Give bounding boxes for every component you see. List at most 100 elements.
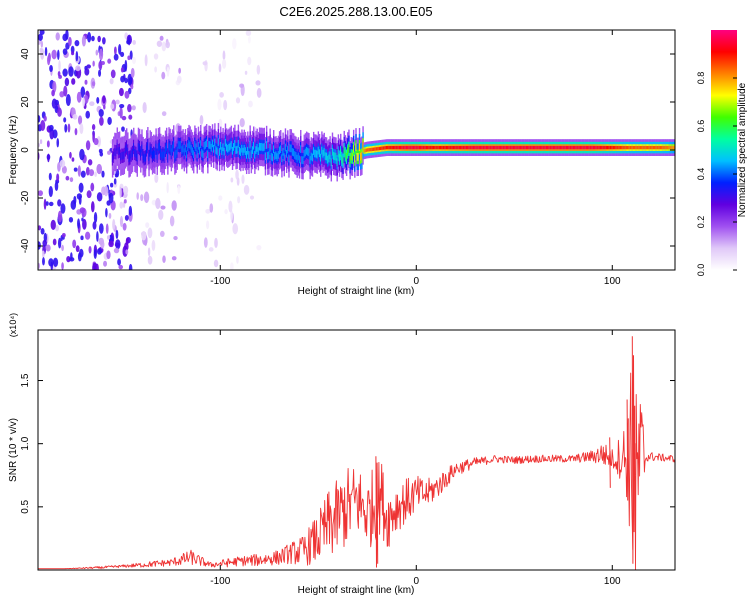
spectrogram-ridge-cell [574, 145, 576, 150]
spectrogram-ridge-cell [241, 144, 243, 153]
spectrogram-ridge-cell [629, 145, 631, 150]
spectrogram-ridge-cell [398, 145, 401, 150]
spectrogram-ridge-cell [336, 158, 338, 167]
spectrogram-noise-cell [51, 98, 58, 109]
spectrogram-ridge-cell [261, 142, 263, 151]
spectrogram-noise-cell [131, 105, 136, 111]
spectrogram-ridge-cell [165, 143, 168, 151]
spectrogram-ridge-cell [575, 145, 577, 150]
spectrogram-ridge-cell [488, 145, 490, 150]
spectrogram-noise-cell [100, 240, 105, 249]
colorbar-bar [711, 30, 737, 270]
colorbar-label: Normalized spectral amplitude [737, 82, 748, 217]
spectrogram-noise-cell [119, 106, 123, 119]
spectrogram-noise-cell [114, 173, 118, 178]
spectrogram-ridge-cell [129, 153, 131, 162]
spectrogram-ridge-cell [657, 145, 659, 150]
spectrogram-ridge-cell [459, 145, 462, 150]
snr-y-tick-label: 1.0 [20, 436, 31, 450]
spectrogram-ridge-cell [114, 148, 116, 156]
spectrogram-noise-cell [92, 60, 95, 67]
spectrogram-ridge-cell [519, 145, 522, 150]
spectrogram-ridge-cell [288, 154, 290, 163]
spectrogram-ridge-cell [281, 154, 283, 163]
spectrogram-ridge-cell [444, 145, 447, 150]
snr-y-scale-label: (x10⁴) [8, 313, 18, 337]
spectrogram-ridge-cell [343, 146, 345, 154]
spectrogram-ridge-cell [182, 144, 184, 153]
snr-series-spikes [375, 336, 636, 568]
spectrogram-ridge-cell [467, 145, 469, 150]
spectrogram-ridge-cell [610, 145, 612, 150]
spectrogram-ridge-cell [616, 145, 618, 150]
spectrogram-x-tick-label: 0 [413, 276, 419, 287]
spectrogram-ridge-cell [605, 145, 608, 150]
spectrogram-ridge-cell [412, 145, 415, 150]
spectrogram-noise-cell [102, 37, 106, 45]
spectrogram-ridge-cell [669, 145, 671, 150]
spectrogram-noise-cell [223, 99, 228, 111]
spectrogram-ridge-cell [154, 150, 156, 159]
spectrogram-ridge-cell [463, 145, 465, 150]
spectrogram-ridge-cell [323, 148, 325, 156]
spectrogram-noise-cell [118, 264, 124, 270]
spectrogram-ridge-cell [421, 145, 423, 150]
spectrogram-noise-cell [228, 200, 233, 213]
spectrogram-noise-cell [110, 103, 115, 110]
spectrogram-ridge-cell [254, 150, 256, 159]
spectrogram-ridge-cell [468, 145, 470, 150]
spectrogram-noise-cell [80, 235, 84, 241]
spectrogram-ridge-cell [672, 145, 675, 150]
spectrogram-ridge-cell [245, 151, 248, 159]
spectrogram-noise-cell [173, 236, 178, 241]
spectrogram-ridge-cell [601, 145, 603, 150]
spectrogram-ridge-cell [614, 145, 616, 150]
spectrogram-noise-cell [91, 81, 96, 87]
spectrogram-ridge-cell [655, 145, 657, 150]
spectrogram-ridge-cell [298, 155, 301, 164]
spectrogram-noise-cell [244, 70, 248, 75]
spectrogram-noise-cell [128, 263, 133, 270]
spectrogram-ridge-cell [670, 145, 672, 150]
spectrogram-ridge-cell [204, 141, 207, 149]
spectrogram-ridge-cell [621, 145, 623, 150]
spectrogram-ridge-cell [411, 145, 414, 150]
spectrogram-noise-cell [69, 257, 75, 262]
spectrogram-ridge-cell [130, 150, 133, 159]
spectrogram-ridge-cell [378, 146, 381, 151]
spectrogram-y-axis-label: Frequency (Hz) [8, 116, 19, 185]
spectrogram-ridge-cell [360, 152, 362, 161]
spectrogram-noise-cell [99, 151, 104, 157]
spectrogram-noise-cell [103, 104, 106, 110]
spectrogram-noise-cell [141, 230, 147, 241]
spectrogram-ridge-cell [316, 150, 318, 159]
spectrogram-noise-cell [82, 97, 86, 107]
spectrogram-ridge-cell [307, 147, 309, 156]
spectrogram-noise-cell [153, 53, 159, 60]
spectrogram-noise-cell [85, 166, 90, 176]
spectrogram-ridge-cell [295, 152, 297, 160]
spectrogram-noise-cell [131, 56, 136, 64]
spectrogram-ridge-cell [271, 153, 274, 162]
spectrogram-noise-cell [236, 256, 239, 264]
spectrogram-ridge-cell [170, 148, 173, 156]
spectrogram-noise-cell [142, 102, 147, 114]
spectrogram-noise-cell [78, 182, 84, 193]
spectrogram-ridge-cell [429, 145, 431, 150]
spectrogram-noise-cell [159, 230, 165, 238]
spectrogram-ridge-cell [171, 144, 174, 153]
spectrogram-ridge-cell [243, 145, 245, 153]
spectrogram-ridge-cell [221, 147, 223, 155]
spectrogram-ridge-cell [142, 152, 144, 160]
spectrogram-noise-cell [230, 262, 234, 270]
spectrogram-noise-cell [128, 205, 133, 216]
spectrogram-ridge-cell [485, 145, 488, 150]
colorbar-tick-label: 0.0 [696, 264, 706, 277]
spectrogram-noise-cell [247, 36, 251, 44]
spectrogram-y-tick-label: -20 [20, 190, 31, 205]
spectrogram-noise-cell [96, 96, 100, 104]
spectrogram-ridge-cell [609, 145, 611, 150]
spectrogram-noise-cell [75, 65, 81, 72]
spectrogram-ridge-cell [543, 145, 545, 150]
spectrogram-ridge-cell [443, 145, 445, 150]
